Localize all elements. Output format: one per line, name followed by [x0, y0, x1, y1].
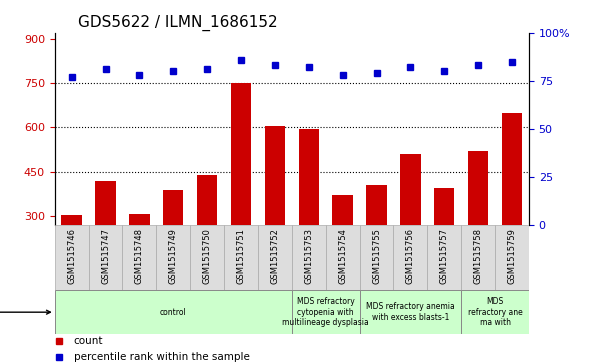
- Text: disease state: disease state: [0, 307, 50, 317]
- Text: GSM1515746: GSM1515746: [67, 228, 76, 284]
- Bar: [461, 225, 495, 290]
- Text: GSM1515750: GSM1515750: [202, 228, 212, 284]
- Bar: [130, 214, 150, 305]
- Text: GSM1515754: GSM1515754: [338, 228, 347, 284]
- Bar: [61, 215, 82, 305]
- Text: MDS
refractory ane
ma with: MDS refractory ane ma with: [468, 297, 522, 327]
- Bar: [264, 126, 285, 305]
- Text: GSM1515759: GSM1515759: [508, 228, 517, 284]
- Bar: [292, 225, 326, 290]
- Text: GSM1515757: GSM1515757: [440, 228, 449, 284]
- Text: GDS5622 / ILMN_1686152: GDS5622 / ILMN_1686152: [78, 15, 278, 31]
- Text: GSM1515747: GSM1515747: [101, 228, 110, 284]
- Text: MDS refractory anemia
with excess blasts-1: MDS refractory anemia with excess blasts…: [366, 302, 455, 322]
- Text: control: control: [160, 308, 187, 317]
- Bar: [359, 225, 393, 290]
- Bar: [333, 195, 353, 305]
- Bar: [367, 185, 387, 305]
- Bar: [55, 225, 89, 290]
- Text: GSM1515749: GSM1515749: [169, 228, 178, 284]
- Text: percentile rank within the sample: percentile rank within the sample: [74, 352, 249, 362]
- Text: MDS refractory
cytopenia with
multilineage dysplasia: MDS refractory cytopenia with multilinea…: [282, 297, 369, 327]
- Text: GSM1515753: GSM1515753: [304, 228, 313, 284]
- Bar: [163, 189, 184, 305]
- Bar: [55, 290, 292, 334]
- Bar: [468, 151, 488, 305]
- Bar: [231, 83, 251, 305]
- Bar: [190, 225, 224, 290]
- Bar: [427, 225, 461, 290]
- Bar: [393, 225, 427, 290]
- Bar: [400, 154, 421, 305]
- Bar: [258, 225, 292, 290]
- Bar: [197, 175, 217, 305]
- Bar: [434, 188, 454, 305]
- Text: GSM1515751: GSM1515751: [237, 228, 246, 284]
- Text: GSM1515748: GSM1515748: [135, 228, 144, 284]
- Text: GSM1515752: GSM1515752: [271, 228, 280, 284]
- Bar: [224, 225, 258, 290]
- Bar: [495, 225, 529, 290]
- Bar: [122, 225, 156, 290]
- Bar: [326, 225, 359, 290]
- Bar: [299, 129, 319, 305]
- Text: GSM1515755: GSM1515755: [372, 228, 381, 284]
- Text: GSM1515756: GSM1515756: [406, 228, 415, 284]
- Bar: [461, 290, 529, 334]
- Bar: [502, 113, 522, 305]
- Text: count: count: [74, 336, 103, 346]
- Bar: [359, 290, 461, 334]
- Bar: [156, 225, 190, 290]
- Bar: [292, 290, 359, 334]
- Bar: [95, 181, 116, 305]
- Bar: [89, 225, 122, 290]
- Text: GSM1515758: GSM1515758: [474, 228, 483, 284]
